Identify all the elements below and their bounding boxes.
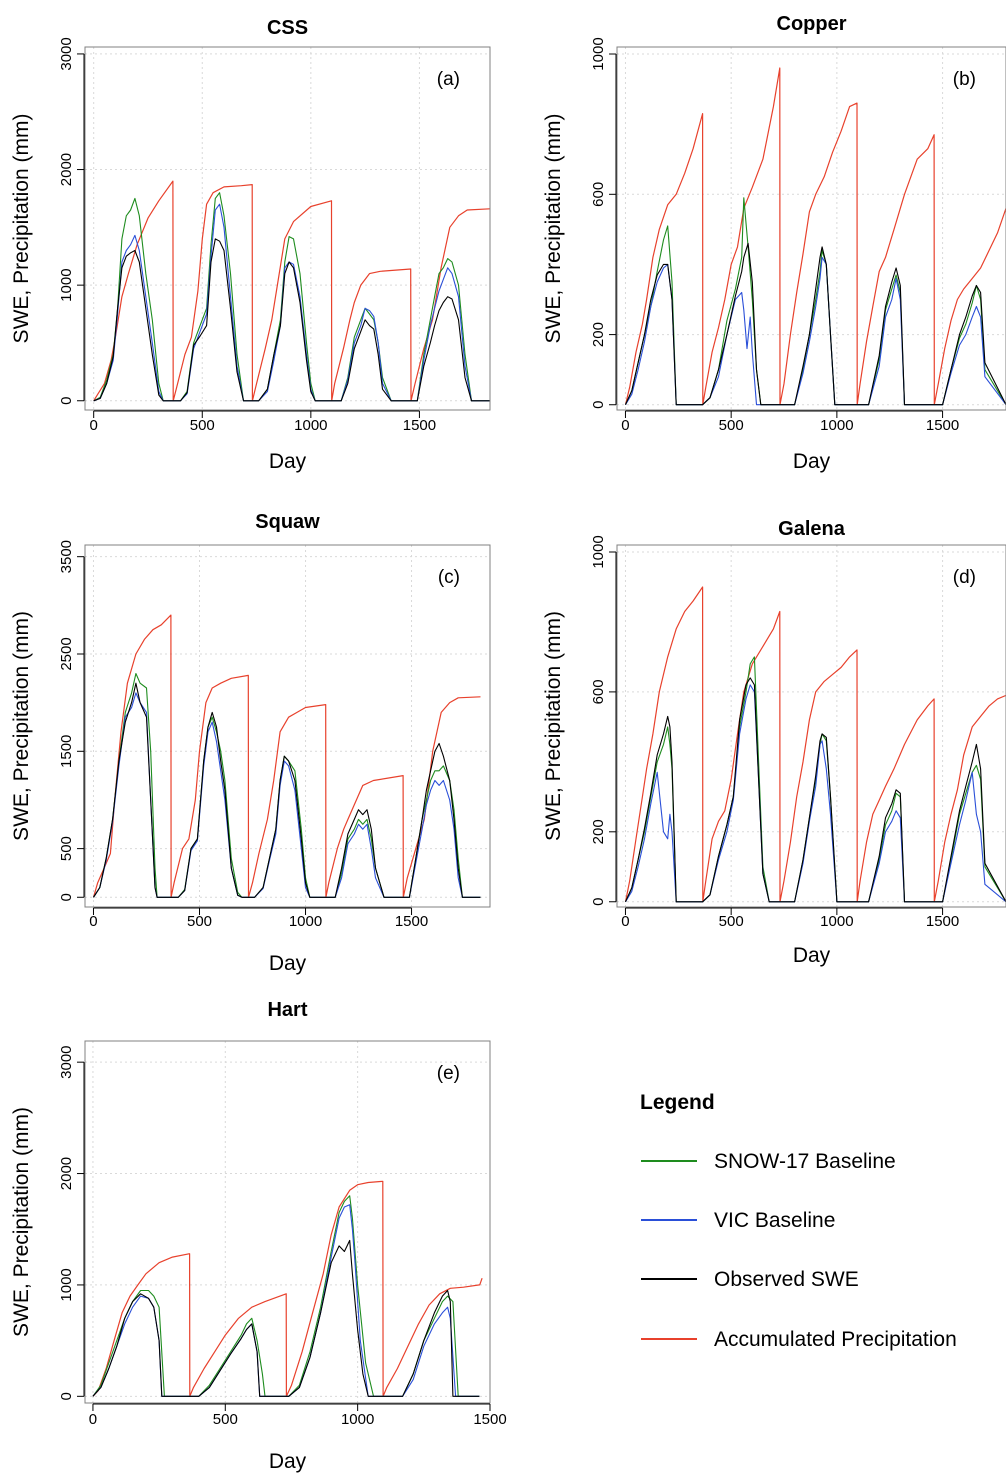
x-tick-label: 500 [719, 417, 744, 434]
series-group [624, 67, 1006, 406]
x-tick-label: 0 [89, 913, 97, 930]
panel-label: (b) [953, 69, 976, 90]
x-tick-label: 0 [621, 913, 629, 930]
y-tick-label: 1000 [58, 1268, 75, 1301]
series-line-observed [624, 242, 1006, 406]
y-tick-label: 3500 [58, 540, 75, 573]
x-axis-label: Day [269, 450, 307, 473]
series-line-precip [92, 614, 481, 898]
y-tick-label: 2000 [58, 1157, 75, 1190]
series-group [93, 180, 490, 402]
chart-panel-3: 0 500 1000 1500 0 500 1500 2500 3500 Squaw (c) Day S… [10, 511, 491, 975]
chart-title: Squaw [255, 511, 320, 533]
y-tick-label: 3000 [58, 1045, 75, 1078]
y-tick-label: 600 [590, 182, 607, 207]
chart-title: Copper [777, 13, 847, 35]
y-tick-label: 2000 [58, 153, 75, 186]
y-axis-label: SWE, Precipitation (mm) [542, 114, 565, 344]
x-tick-label: 1500 [403, 417, 436, 434]
x-tick-label: 500 [719, 913, 744, 930]
y-tick-label: 1000 [58, 268, 75, 301]
y-tick-label: 0 [58, 1392, 75, 1400]
y-tick-label: 3000 [58, 37, 75, 70]
series-line-precip [92, 1180, 483, 1397]
chart-panel-5: 0 500 1000 1500 0 1000 2000 3000 Hart (e) Day SWE, … [10, 999, 507, 1473]
chart-panel-2: 0 500 1000 1500 0 200 600 1000 Copper (b) Day SWE, … [542, 13, 1006, 473]
series-line-vic [93, 203, 490, 402]
legend-title: Legend [640, 1091, 715, 1114]
y-tick-label: 2500 [58, 637, 75, 670]
x-tick-label: 1500 [473, 1411, 506, 1428]
y-axis-label: SWE, Precipitation (mm) [10, 611, 33, 841]
series-line-observed [624, 677, 1006, 903]
y-tick-label: 1000 [590, 37, 607, 70]
y-tick-label: 0 [58, 893, 75, 901]
y-tick-label: 1000 [590, 535, 607, 568]
x-tick-label: 1000 [820, 913, 853, 930]
legend-label-observed: Observed SWE [714, 1268, 859, 1291]
x-axis-label: Day [793, 450, 831, 473]
series-line-snow17 [93, 672, 481, 898]
plot-frame [616, 46, 1006, 411]
series-line-precip [93, 180, 490, 402]
legend-label-precip: Accumulated Precipitation [714, 1328, 957, 1351]
x-tick-label: 1000 [820, 417, 853, 434]
y-tick-label: 600 [590, 679, 607, 704]
y-tick-label: 0 [58, 397, 75, 405]
series-line-precip [624, 67, 1006, 406]
legend-label-vic: VIC Baseline [714, 1209, 835, 1232]
plot-frame [616, 544, 1006, 908]
x-tick-label: 1500 [926, 417, 959, 434]
series-line-observed [93, 682, 481, 898]
chart-title: CSS [267, 17, 308, 39]
x-axis-label: Day [793, 944, 831, 967]
chart-title: Hart [267, 999, 307, 1021]
panel-label: (d) [953, 567, 976, 588]
series-group [624, 586, 1006, 903]
x-tick-label: 1000 [289, 913, 322, 930]
y-tick-label: 1500 [58, 735, 75, 768]
y-tick-label: 500 [58, 836, 75, 861]
y-tick-label: 200 [590, 322, 607, 347]
x-tick-label: 1500 [926, 913, 959, 930]
x-tick-label: 0 [621, 417, 629, 434]
chart-panel-4: 0 500 1000 1500 0 200 600 1000 Galena (d) Day SWE, … [542, 518, 1006, 967]
series-line-snow17 [624, 197, 1006, 406]
x-axis-label: Day [269, 952, 307, 975]
series-line-precip [624, 586, 1006, 903]
y-axis-label: SWE, Precipitation (mm) [10, 1107, 33, 1337]
plot-frame [84, 544, 491, 908]
y-axis-label: SWE, Precipitation (mm) [542, 611, 565, 841]
y-tick-label: 200 [590, 819, 607, 844]
series-group [92, 1180, 483, 1397]
panel-label: (c) [438, 567, 460, 588]
x-tick-label: 0 [90, 417, 98, 434]
chart-panel-1: 0 500 1000 1500 0 1000 2000 3000 CSS (a) Day SWE, P… [10, 17, 491, 473]
x-tick-label: 1000 [294, 417, 327, 434]
x-axis-label: Day [269, 1450, 307, 1473]
series-line-vic [93, 692, 481, 898]
series-line-observed [92, 1239, 480, 1397]
plot-frame [84, 1040, 491, 1404]
x-tick-label: 500 [190, 417, 215, 434]
panel-label: (a) [437, 69, 460, 90]
x-tick-label: 500 [187, 913, 212, 930]
y-tick-label: 0 [590, 898, 607, 906]
y-axis-label: SWE, Precipitation (mm) [10, 114, 33, 344]
legend: Legend SNOW-17 Baseline VIC Baseline Obser… [640, 1091, 957, 1351]
x-tick-label: 0 [89, 1411, 97, 1428]
y-tick-label: 0 [590, 401, 607, 409]
plot-frame [84, 46, 491, 411]
series-line-observed [93, 238, 490, 402]
legend-items: SNOW-17 Baseline VIC Baseline Observed SWE… [641, 1150, 957, 1351]
x-tick-label: 1500 [395, 913, 428, 930]
series-group [92, 614, 481, 898]
legend-label-snow17: SNOW-17 Baseline [714, 1150, 896, 1173]
x-tick-label: 1000 [341, 1411, 374, 1428]
x-tick-label: 500 [213, 1411, 238, 1428]
panel-label: (e) [437, 1063, 460, 1084]
chart-title: Galena [778, 518, 846, 540]
